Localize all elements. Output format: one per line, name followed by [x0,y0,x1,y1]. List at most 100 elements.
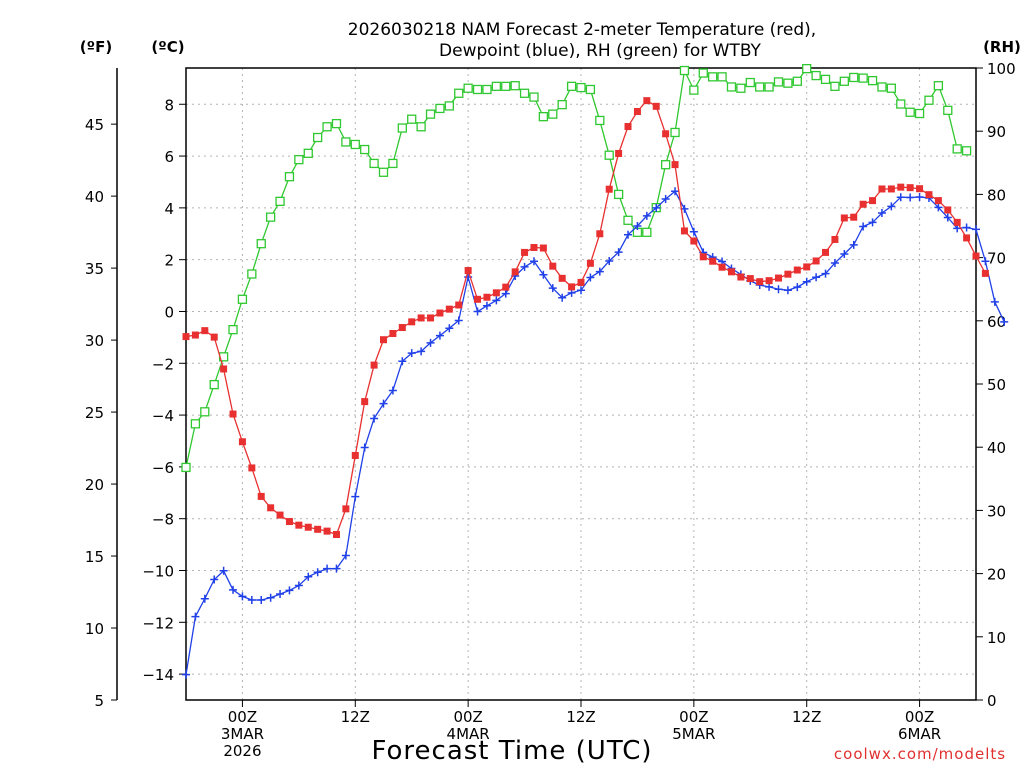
plot-frame [185,67,977,701]
rh-point [961,146,972,156]
dewpoint-point [990,297,999,306]
rh-point [190,419,201,429]
celsius-tick-label: −6 [152,459,174,477]
rh-point [642,227,652,237]
rh-point [294,154,304,165]
fahrenheit-unit-label: (ºF) [80,38,112,56]
rh-tick-label: 0 [987,692,997,710]
rh-tick-label: 70 [987,250,1006,268]
dewpoint-point [614,248,623,257]
dewpoint-point [765,282,774,291]
rh-point [322,122,332,132]
dewpoint-point [633,222,642,230]
plot-area [181,63,1009,679]
celsius-tick-label: −8 [152,511,174,529]
2-meter-temperature-point [793,266,801,274]
fahrenheit-tick-label: 30 [85,332,104,350]
celsius-tick-label: 8 [164,96,174,114]
x-tick-label: 00Z [679,708,708,726]
dewpoint-point [906,193,915,202]
2-meter-temperature-point [662,130,670,138]
dewpoint-point [351,492,360,501]
2-meter-temperature-point [351,451,359,459]
2-meter-temperature-point [577,278,585,286]
chart-title: 2026030218 NAM Forecast 2-meter Temperat… [348,20,816,61]
fahrenheit-axis: 5 10 15 20 25 30 35 40 45 [85,68,118,710]
x-tick-label: 3MAR [221,725,264,743]
rh-unit-label: (RH) [983,38,1021,56]
fahrenheit-tick-label: 25 [85,404,104,422]
dewpoint-point [247,596,256,605]
2-meter-temperature-point [257,492,265,500]
2-meter-temperature-point [869,197,877,205]
2-meter-temperature-point [624,123,632,131]
x-tick-label: 00Z [905,708,934,726]
x-tick-label: 6MAR [898,725,941,743]
rh-point [802,63,812,74]
rh-point [755,82,765,92]
rh-point [454,88,464,98]
dewpoint-point [360,443,369,452]
celsius-tick-label: −12 [142,614,174,632]
dewpoint-point [793,283,802,292]
dewpoint-point [285,586,294,595]
dewpoint-point [915,192,924,201]
dewpoint-point [426,338,435,347]
2-meter-temperature-point [464,267,472,275]
dewpoint-line [185,190,1005,675]
dewpoint-point [962,223,971,232]
rh-tick-label: 90 [987,123,1006,141]
rh-point [472,84,483,95]
2-meter-temperature-point [972,252,980,260]
dewpoint-point [840,249,849,258]
fahrenheit-tick-label: 45 [85,116,104,134]
rh-tick-label: 50 [987,376,1006,394]
dewpoint-point [210,575,219,584]
rh-point [548,109,558,119]
fahrenheit-tick-label: 15 [85,548,104,566]
x-axis-title: Forecast Time (UTC) [371,736,652,766]
rh-point [407,114,417,124]
2-meter-temperature-point [445,305,453,313]
dewpoint-point [548,284,557,293]
dewpoint-point [492,296,501,305]
dewpoint-point [191,612,200,621]
2-meter-temperature-point [417,314,425,322]
dewpoint-point [812,273,821,282]
2-meter-temperature-point [511,268,519,276]
rh-point [247,269,257,279]
2-meter-temperature-point [756,278,764,286]
dewpoint-point [972,225,980,234]
2-meter-temperature-point [784,270,792,278]
2-meter-temperature-point [248,464,256,472]
2-meter-temperature-point [615,149,623,157]
rh-point [896,99,906,109]
rh-point [830,81,840,91]
dewpoint-point [238,592,247,601]
2-meter-temperature-point [944,206,952,214]
2-meter-temperature-point [304,523,312,531]
2-meter-temperature-point [680,227,688,235]
2-meter-temperature-series [182,97,989,538]
dewpoint-point [802,277,811,286]
dewpoint-point [934,203,943,212]
rh-point [689,85,699,95]
2-meter-temperature-point [549,262,557,270]
2-meter-temperature-point [934,197,942,205]
rh-point [444,101,454,111]
2-meter-temperature-point [521,248,529,256]
dewpoint-point [849,240,858,249]
rh-point [181,462,191,473]
2-meter-temperature-point [605,185,613,193]
fahrenheit-tick-label: 5 [94,692,104,710]
dewpoint-point [661,195,670,204]
rh-point [726,82,737,92]
dewpoint-point [1000,317,1009,326]
dewpoint-point [624,230,633,239]
dewpoint-point [341,551,350,560]
rh-point [519,88,530,98]
rh-point [764,82,774,92]
rh-tick-label: 100 [987,60,1016,78]
rh-point [388,158,398,169]
